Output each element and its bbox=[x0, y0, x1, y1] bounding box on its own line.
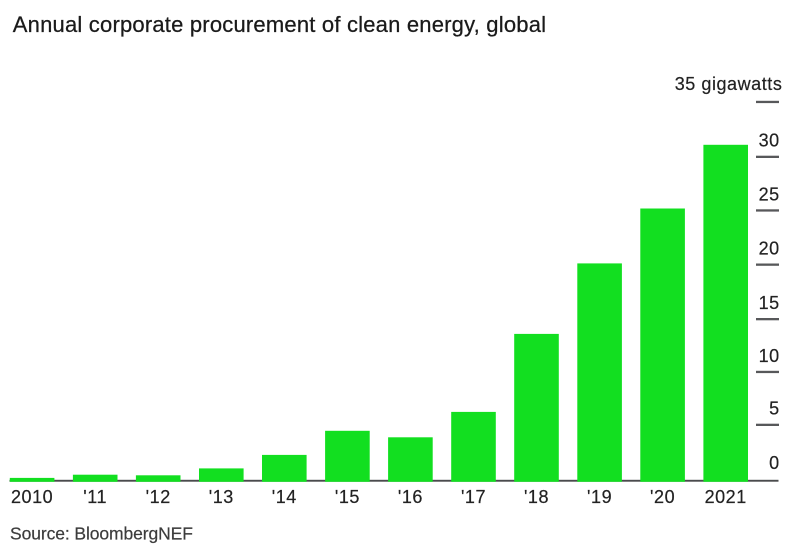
svg-text:'17: '17 bbox=[461, 487, 486, 507]
svg-text:'16: '16 bbox=[398, 487, 423, 507]
svg-text:'11: '11 bbox=[83, 487, 107, 507]
svg-text:20: 20 bbox=[759, 239, 780, 259]
svg-text:'19: '19 bbox=[587, 487, 612, 507]
svg-text:2010: 2010 bbox=[11, 487, 53, 507]
svg-text:'12: '12 bbox=[146, 487, 171, 507]
svg-text:2021: 2021 bbox=[705, 487, 747, 507]
svg-text:'15: '15 bbox=[335, 487, 360, 507]
svg-text:'20: '20 bbox=[650, 487, 675, 507]
svg-text:10: 10 bbox=[759, 346, 780, 366]
svg-text:'13: '13 bbox=[209, 487, 234, 507]
svg-text:35 gigawatts: 35 gigawatts bbox=[675, 74, 783, 94]
svg-text:0: 0 bbox=[769, 453, 780, 473]
svg-text:'14: '14 bbox=[272, 487, 297, 507]
svg-text:15: 15 bbox=[759, 293, 780, 313]
svg-text:25: 25 bbox=[759, 184, 780, 204]
svg-text:'18: '18 bbox=[524, 487, 549, 507]
svg-text:Source: BloombergNEF: Source: BloombergNEF bbox=[10, 524, 193, 544]
svg-text:30: 30 bbox=[759, 131, 780, 151]
svg-text:5: 5 bbox=[769, 399, 780, 419]
svg-text:Annual corporate procurement o: Annual corporate procurement of clean en… bbox=[13, 12, 546, 37]
